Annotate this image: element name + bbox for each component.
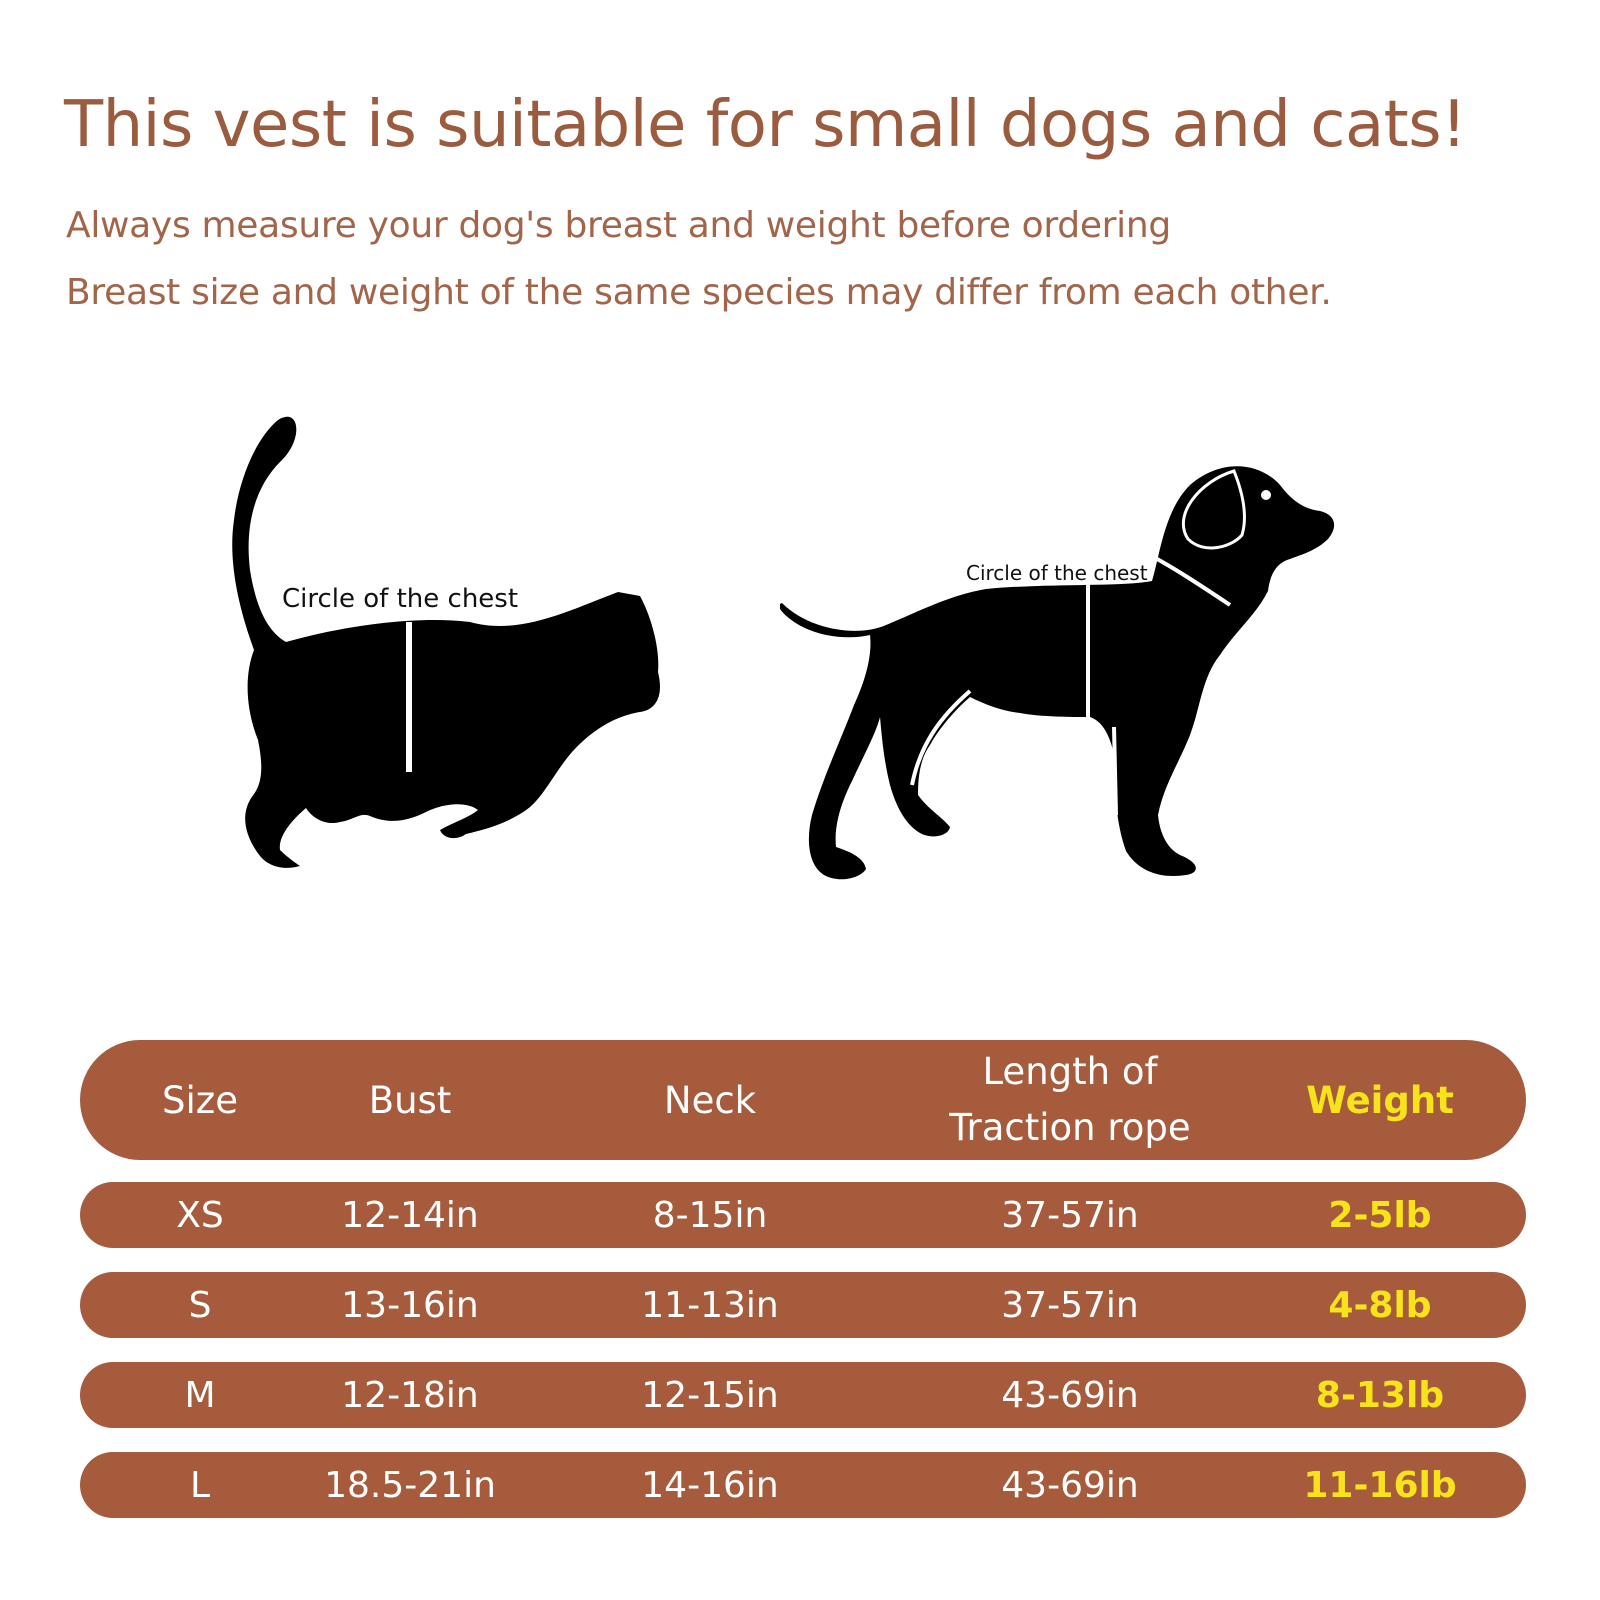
instruction-line-2: Breast size and weight of the same speci… <box>66 272 1332 313</box>
header-bust: Bust <box>368 1078 452 1122</box>
table-row: M 12-18in 12-15in 43-69in 8-13lb <box>80 1362 1526 1428</box>
row-weight: 8-13lb <box>1315 1374 1445 1416</box>
header-rope-line1: Length of <box>982 1050 1158 1093</box>
row-size: XS <box>176 1194 224 1236</box>
row-size: L <box>189 1464 211 1506</box>
row-size: S <box>188 1284 212 1326</box>
header-traction-rope: Length of Traction rope <box>920 1040 1220 1160</box>
row-weight: 11-16lb <box>1303 1464 1457 1506</box>
table-row: L 18.5-21in 14-16in 43-69in 11-16lb <box>80 1452 1526 1518</box>
table-row: XS 12-14in 8-15in 37-57in 2-5lb <box>80 1182 1526 1248</box>
row-rope: 43-69in <box>1001 1464 1139 1506</box>
row-weight: 4-8lb <box>1328 1284 1432 1326</box>
dog-silhouette <box>779 455 1360 915</box>
instruction-line-1: Always measure your dog's breast and wei… <box>66 205 1171 246</box>
header-size: Size <box>162 1078 238 1122</box>
row-rope: 43-69in <box>1001 1374 1139 1416</box>
row-rope: 37-57in <box>1001 1284 1139 1326</box>
table-row: S 13-16in 11-13in 37-57in 4-8lb <box>80 1272 1526 1338</box>
cat-silhouette <box>220 410 680 880</box>
row-weight: 2-5lb <box>1328 1194 1432 1236</box>
row-neck: 8-15in <box>652 1194 768 1236</box>
row-rope: 37-57in <box>1001 1194 1139 1236</box>
row-neck: 12-15in <box>641 1374 779 1416</box>
header-weight: Weight <box>1306 1078 1454 1122</box>
page-title: This vest is suitable for small dogs and… <box>64 88 1467 162</box>
header-rope-line2: Traction rope <box>949 1106 1191 1149</box>
size-table-header: Size Bust Neck Length of Traction rope W… <box>80 1040 1526 1160</box>
row-neck: 11-13in <box>641 1284 779 1326</box>
cat-chest-label: Circle of the chest <box>282 584 519 614</box>
header-neck: Neck <box>663 1078 757 1122</box>
dog-chest-label: Circle of the chest <box>966 561 1148 585</box>
row-bust: 18.5-21in <box>324 1464 496 1506</box>
row-bust: 13-16in <box>341 1284 479 1326</box>
row-neck: 14-16in <box>641 1464 779 1506</box>
row-size: M <box>184 1374 216 1416</box>
row-bust: 12-14in <box>341 1194 479 1236</box>
row-bust: 12-18in <box>341 1374 479 1416</box>
